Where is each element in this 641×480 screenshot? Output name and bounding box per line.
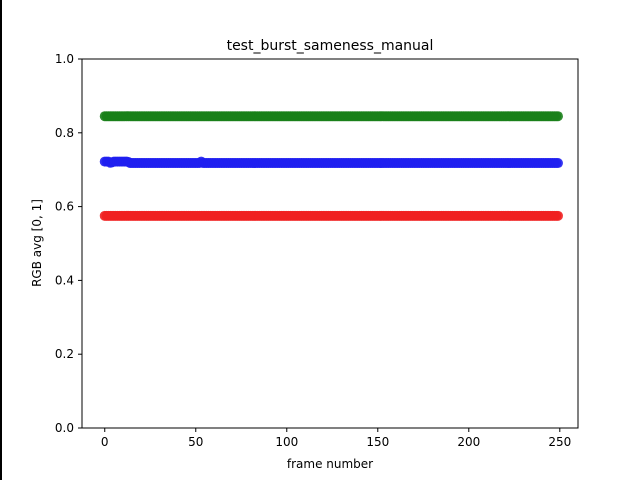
x-tick-label: 0 bbox=[101, 435, 109, 449]
y-tick-label: 0.6 bbox=[55, 200, 74, 214]
x-tick-label: 50 bbox=[188, 435, 203, 449]
y-tick-label: 0.8 bbox=[55, 126, 74, 140]
data-point bbox=[552, 210, 563, 221]
x-axis: 0 50 100 150 200 250 bbox=[101, 428, 571, 449]
x-tick-label: 200 bbox=[457, 435, 480, 449]
data-points bbox=[99, 111, 563, 221]
y-tick-label: 1.0 bbox=[55, 52, 74, 66]
series-0 bbox=[99, 111, 563, 122]
series-2 bbox=[99, 210, 563, 221]
series-1 bbox=[99, 156, 563, 169]
y-axis-label: RGB avg [0, 1] bbox=[30, 199, 44, 287]
y-tick-label: 0.0 bbox=[55, 421, 74, 435]
chart-title: test_burst_sameness_manual bbox=[227, 38, 434, 54]
y-tick-label: 0.4 bbox=[55, 273, 74, 287]
x-axis-label: frame number bbox=[287, 457, 373, 471]
x-tick-label: 250 bbox=[548, 435, 571, 449]
x-tick-label: 150 bbox=[366, 435, 389, 449]
x-tick-label: 100 bbox=[275, 435, 298, 449]
axes-frame bbox=[81, 58, 579, 429]
data-point bbox=[552, 111, 563, 122]
data-point bbox=[552, 158, 563, 169]
y-axis: 0.0 0.2 0.4 0.6 0.8 1.0 bbox=[55, 52, 82, 435]
y-tick-label: 0.2 bbox=[55, 347, 74, 361]
window-edge bbox=[0, 0, 2, 480]
